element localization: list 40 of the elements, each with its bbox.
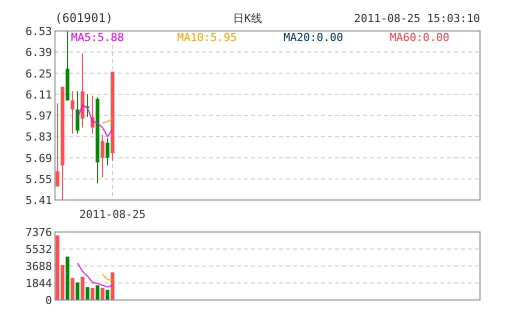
candlestick [76, 90, 80, 134]
candlestick [106, 138, 110, 166]
candlestick [90, 95, 94, 134]
line-series [77, 104, 113, 138]
y-tick-label: 7376 [26, 226, 52, 239]
bar [90, 288, 94, 300]
y-tick-label: 5.41 [26, 194, 52, 207]
y-tick-label: 5532 [26, 243, 52, 256]
y-tick-label: 6.53 [26, 25, 52, 38]
text: 2011-08-25 15:03:10 [354, 12, 480, 25]
candlestick [56, 102, 60, 187]
y-tick-label: 5.69 [26, 152, 52, 165]
y-tick-label: 6.25 [26, 67, 52, 80]
bar [110, 272, 114, 300]
y-tick-label: 1844 [26, 277, 52, 290]
text: 日K线 [233, 12, 262, 25]
y-tick-label: 6.11 [26, 88, 52, 102]
bar [70, 278, 74, 300]
text: MA5:5.88 [71, 31, 124, 44]
bar [96, 285, 100, 300]
bar [100, 288, 104, 300]
legend-label: MA20:0.00 [284, 31, 344, 44]
y-tick-label: 3688 [26, 260, 52, 273]
bar [66, 256, 70, 300]
line-series [77, 262, 113, 288]
legend-label: MA60:0.00 [390, 31, 450, 44]
text: MA10:5.95 [177, 31, 237, 44]
bar [76, 282, 80, 300]
bar [86, 287, 90, 300]
x-tick-label: 2011-08-25 [79, 208, 146, 221]
y-tick-label: 5.83 [26, 130, 52, 144]
y-tick-label: 5.97 [26, 110, 52, 122]
y-tick-label: 0 [45, 294, 52, 307]
candlestick [100, 134, 104, 178]
chart-title: (601901) [55, 11, 113, 25]
bar [80, 276, 84, 300]
bar [106, 290, 110, 300]
y-tick-label: 6.39 [26, 46, 52, 60]
candlestick [70, 90, 74, 134]
y-tick-label: 5.55 [26, 172, 52, 186]
